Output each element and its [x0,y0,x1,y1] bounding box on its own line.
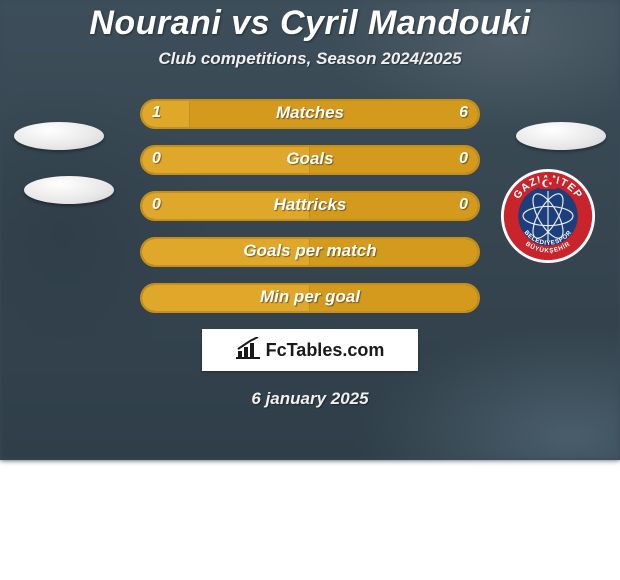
stat-value-right: 6 [459,99,468,127]
brand-box: FcTables.com [202,329,418,371]
stat-row: Matches1 6 [140,99,480,129]
stat-label: Min per goal [140,283,480,311]
stat-value-left: 1 [152,99,161,127]
infographic-container: Nourani vs Cyril Mandouki Club competiti… [0,0,620,460]
stat-row: Goals per match [140,237,480,267]
stat-label: Goals per match [140,237,480,265]
stat-value-left: 0 [152,145,161,173]
stat-row: Min per goal [140,283,480,313]
subtitle: Club competitions, Season 2024/2025 [0,49,620,69]
club-badge: GAZIANTEP BÜYÜKŞEHİR BELEDIYESPOR [500,168,596,264]
page-title: Nourani vs Cyril Mandouki [0,4,620,43]
stat-row: Hattricks0 0 [140,191,480,221]
stat-label: Goals [140,145,480,173]
brand-text: FcTables.com [266,340,385,361]
brand-chart-icon [236,337,260,364]
stat-row: Goals0 0 [140,145,480,175]
bottom-whitespace [0,460,620,580]
player-left-badge-1 [14,122,104,150]
stat-label: Hattricks [140,191,480,219]
player-right-badge-1 [516,122,606,150]
stat-value-right: 0 [459,145,468,173]
date: 6 january 2025 [0,389,620,409]
stat-label: Matches [140,99,480,127]
stat-value-left: 0 [152,191,161,219]
stat-value-right: 0 [459,191,468,219]
player-left-badge-2 [24,176,114,204]
stats-area: Matches16Goals00Hattricks00Goals per mat… [140,99,480,313]
